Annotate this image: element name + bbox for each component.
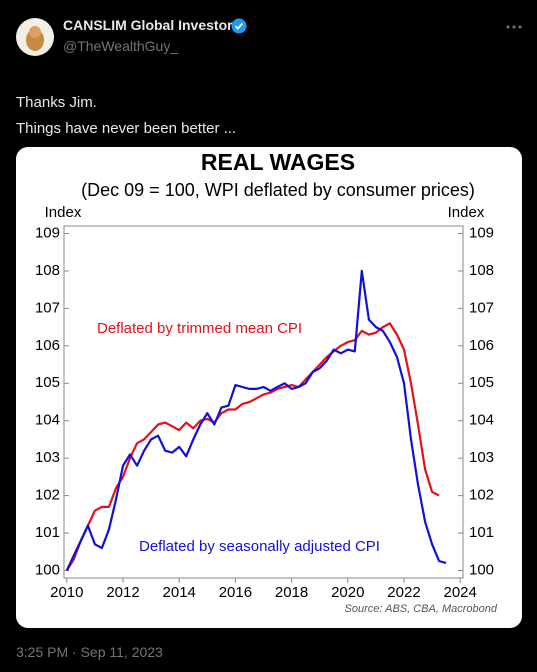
chart[interactable]: REAL WAGES (Dec 09 = 100, WPI deflated b… — [16, 147, 522, 628]
plot-frame — [63, 225, 464, 579]
y-tick-label: 107 — [35, 299, 60, 316]
y-tick-label: 106 — [35, 337, 60, 354]
series-line — [65, 322, 440, 572]
display-name[interactable]: CANSLIM Global Investor — [63, 17, 233, 33]
x-tick-label: 2020 — [331, 584, 364, 601]
series-label: Deflated by seasonally adjusted CPI — [139, 538, 380, 555]
x-tick-label: 2024 — [444, 584, 477, 601]
y-tick-label: 105 — [35, 374, 60, 391]
y-tick-label: 109 — [35, 224, 60, 241]
chart-subtitle: (Dec 09 = 100, WPI deflated by consumer … — [81, 180, 475, 200]
series-label: Deflated by trimmed mean CPI — [97, 320, 302, 337]
y2-axis-label: Index — [448, 204, 485, 221]
y2-tick-label: 101 — [469, 524, 494, 541]
y2-tick-label: 103 — [469, 449, 494, 466]
avatar[interactable] — [16, 18, 54, 56]
y2-tick-label: 102 — [469, 487, 494, 504]
tweet-text: Thanks Jim. — [16, 94, 97, 111]
tweet-text: Things have never been better ... — [16, 120, 237, 137]
y2-tick-label: 107 — [469, 299, 494, 316]
series-line — [65, 269, 447, 571]
y-tick-label: 100 — [35, 561, 60, 578]
handle[interactable]: @TheWealthGuy_ — [63, 38, 179, 54]
more-button[interactable] — [505, 24, 523, 30]
x-tick-label: 2016 — [219, 584, 252, 601]
source-note: Source: ABS, CBA, Macrobond — [345, 603, 498, 615]
x-tick-label: 2022 — [387, 584, 420, 601]
y2-tick-label: 108 — [469, 262, 494, 279]
y-tick-label: 104 — [35, 412, 60, 429]
verified-badge — [231, 18, 247, 34]
chart-card — [16, 147, 522, 628]
x-tick-label: 2014 — [163, 584, 196, 601]
x-tick-label: 2010 — [50, 584, 83, 601]
y2-tick-label: 106 — [469, 337, 494, 354]
y-tick-label: 101 — [35, 524, 60, 541]
x-tick-label: 2018 — [275, 584, 308, 601]
chart-title: REAL WAGES — [201, 149, 355, 175]
y-axis-label: Index — [45, 204, 82, 221]
timestamp[interactable]: 3:25 PM · Sep 11, 2023 — [16, 644, 163, 660]
x-tick-label: 2012 — [106, 584, 139, 601]
y2-tick-label: 105 — [469, 374, 494, 391]
y-tick-label: 102 — [35, 487, 60, 504]
y2-tick-label: 104 — [469, 412, 494, 429]
y-tick-label: 108 — [35, 262, 60, 279]
y2-tick-label: 100 — [469, 561, 494, 578]
y-tick-label: 103 — [35, 449, 60, 466]
y2-tick-label: 109 — [469, 224, 494, 241]
